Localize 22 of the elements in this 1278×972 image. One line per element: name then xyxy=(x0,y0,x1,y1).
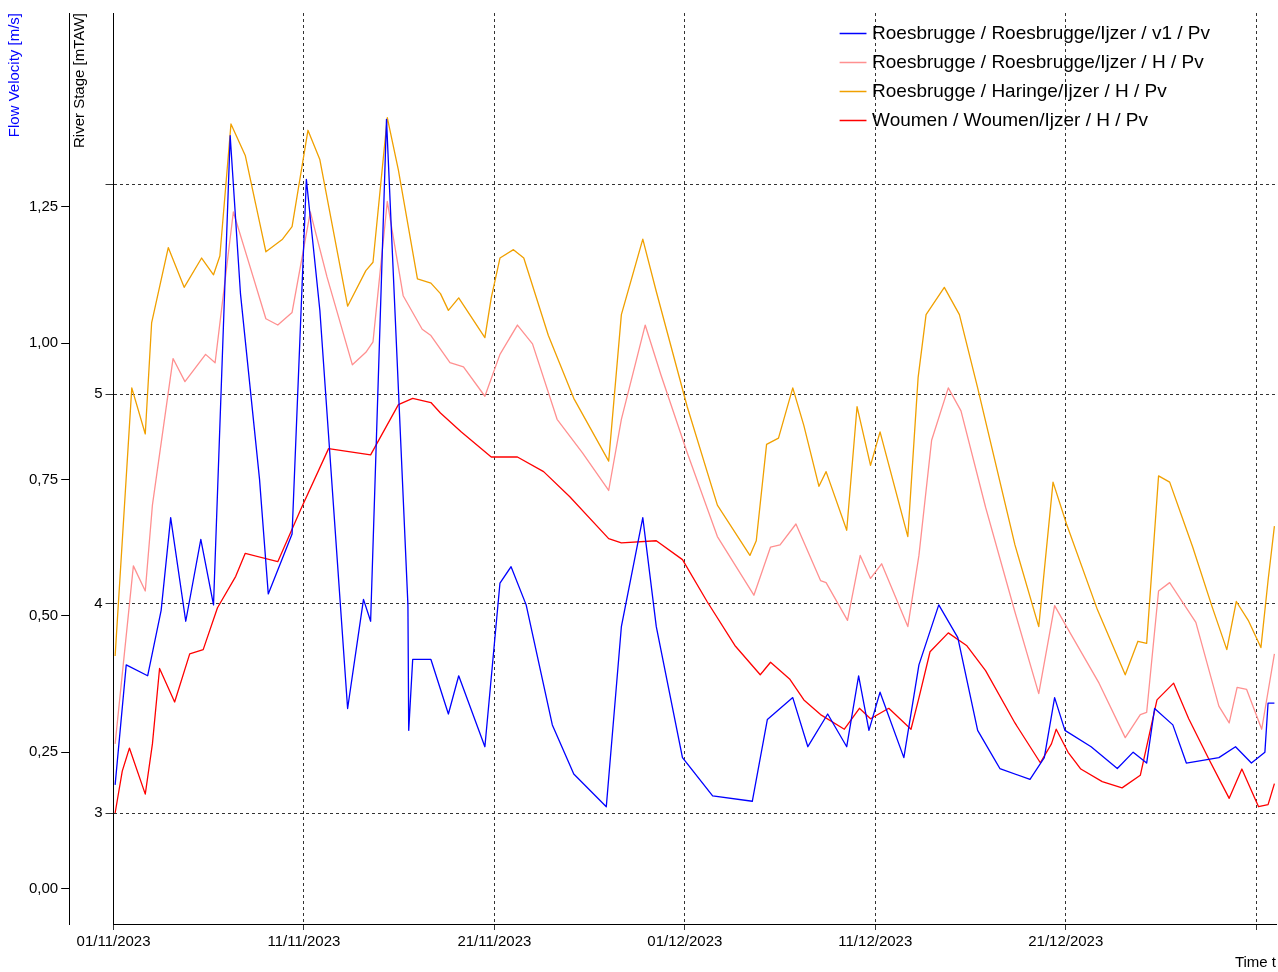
legend-label: Roesbrugge / Haringe/Ijzer / H / Pv xyxy=(872,79,1168,101)
x-tick-label: 01/12/2023 xyxy=(647,932,723,950)
y2-tick-label: 1,00 xyxy=(28,333,59,351)
x-axis-title: Time t xyxy=(1234,953,1277,971)
y2-tick-label: 0,00 xyxy=(28,878,59,896)
x-tick-label: 21/11/2023 xyxy=(457,932,532,950)
legend-label: Roesbrugge / Roesbrugge/Ijzer / v1 / Pv xyxy=(872,21,1211,43)
y-tick-label: 5 xyxy=(94,384,103,402)
y2-tick-label: 0,50 xyxy=(28,605,59,623)
legend-label: Woumen / Woumen/Ijzer / H / Pv xyxy=(872,108,1149,130)
y-axis-title: River Stage [mTAW] xyxy=(70,13,88,149)
y2-tick-label: 0,75 xyxy=(28,469,59,487)
x-tick-label: 11/12/2023 xyxy=(838,932,913,950)
y-tick-label: 3 xyxy=(94,803,103,821)
x-tick-label: 21/12/2023 xyxy=(1028,932,1104,950)
x-tick-label: 01/11/2023 xyxy=(76,932,151,950)
y2-tick-label: 0,25 xyxy=(28,742,59,760)
legend-label: Roesbrugge / Roesbrugge/Ijzer / H / Pv xyxy=(872,50,1205,72)
x-tick-label: 11/11/2023 xyxy=(267,932,341,950)
y-tick-label: 4 xyxy=(94,593,103,611)
y2-axis-title: Flow Velocity [m/s] xyxy=(5,13,23,138)
y2-tick-label: 1,25 xyxy=(28,196,59,214)
